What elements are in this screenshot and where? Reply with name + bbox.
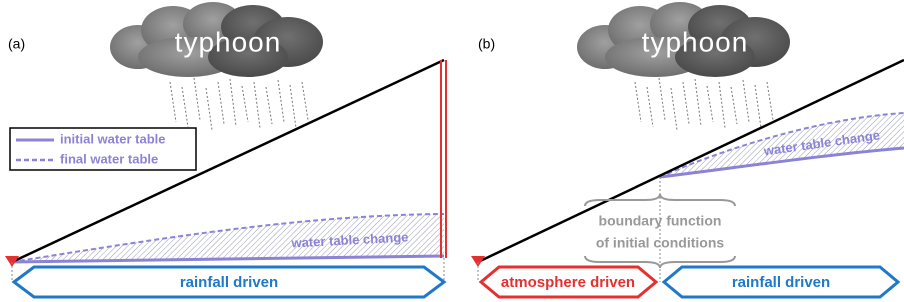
legend-entry: final water table (60, 151, 158, 166)
panel-b: (b) typhoon water table change boundary … (471, 2, 904, 297)
zone-label: rainfall driven (732, 274, 830, 291)
zone-label: rainfall driven (180, 274, 278, 291)
cloud-label: typhoon (175, 26, 282, 57)
boundary-label: of initial conditions (596, 235, 725, 251)
boundary-label: boundary function (599, 213, 722, 229)
cloud-label: typhoon (642, 26, 749, 57)
panel-label: (a) (8, 36, 25, 52)
legend-entry: initial water table (60, 131, 165, 146)
panel-label: (b) (478, 36, 495, 52)
zone-label: atmosphere driven (501, 274, 635, 291)
panel-a: (a) typhoon water table change initial w… (5, 2, 446, 297)
diagram: (a) typhoon water table change initial w… (0, 0, 904, 302)
